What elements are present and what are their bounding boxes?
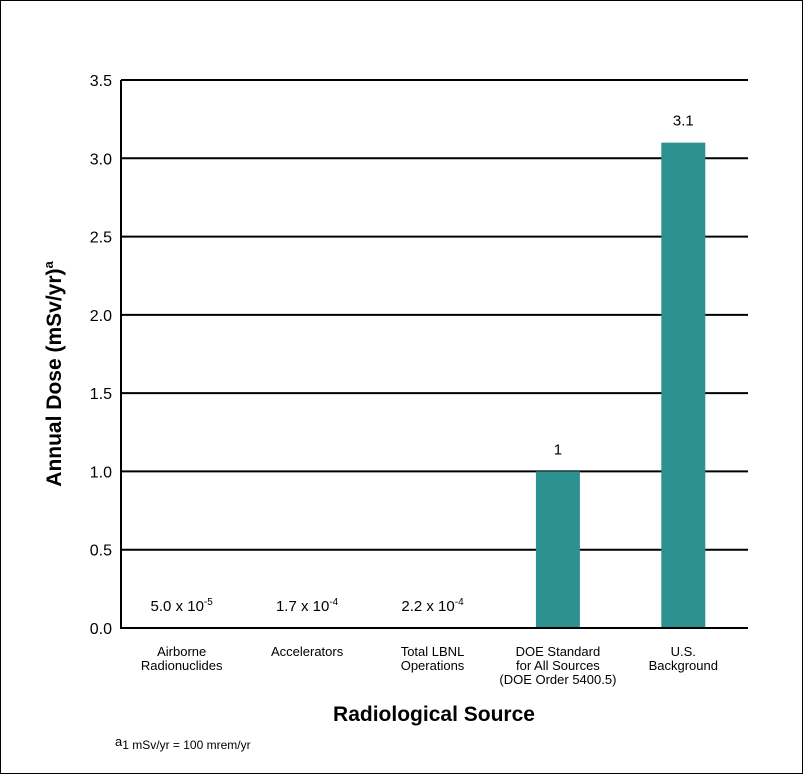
data-label: 3.1 — [673, 113, 694, 130]
bars — [159, 142, 706, 628]
y-tick-label: 2.5 — [90, 230, 112, 247]
x-category-label: Accelerators — [271, 644, 344, 659]
data-label: 2.2 x 10-4 — [401, 597, 464, 615]
bar — [661, 142, 706, 628]
data-labels: 5.0 x 10-5 1.7 x 10-4 2.2 x 10-4 1 3.1 — [151, 113, 694, 615]
y-tick-label: 3.0 — [90, 151, 112, 168]
data-label: 5.0 x 10-5 — [151, 597, 214, 615]
y-tick-labels: 0.0 0.5 1.0 1.5 2.0 2.5 3.0 3.5 — [90, 73, 112, 638]
x-category-label: DOE Standard for All Sources (DOE Order 54… — [499, 644, 616, 687]
axes — [120, 80, 748, 629]
x-category-label: U.S. Background — [649, 644, 718, 673]
y-tick-label: 2.0 — [90, 308, 112, 325]
y-tick-label: 3.5 — [90, 73, 112, 90]
footnote-marker: a — [115, 734, 123, 749]
y-axis-title-text: Annual Dose (mSv/yr) — [43, 269, 66, 487]
y-tick-label: 1.5 — [90, 386, 112, 403]
x-category-labels: Airborne Radionuclides Accelerators Total L… — [141, 644, 718, 687]
footnote-text: 1 mSv/yr = 100 mrem/yr — [122, 738, 251, 752]
y-tick-label: 1.0 — [90, 464, 112, 481]
footnote: a1 mSv/yr = 100 mrem/yr — [115, 734, 251, 752]
gridlines — [121, 79, 748, 551]
y-tick-label: 0.5 — [90, 543, 112, 560]
x-category-label: Total LBNL Operations — [401, 644, 465, 673]
data-label: 1.7 x 10-4 — [276, 597, 339, 615]
data-label: 1 — [554, 441, 562, 458]
y-tick-label: 0.0 — [90, 621, 112, 638]
x-category-label: Airborne Radionuclides — [141, 644, 223, 673]
y-axis-title-superscript: a — [41, 261, 56, 269]
x-axis-title: Radiological Source — [333, 703, 535, 726]
y-axis-title: Annual Dose (mSv/yr)a — [41, 261, 66, 487]
bar — [535, 471, 580, 628]
